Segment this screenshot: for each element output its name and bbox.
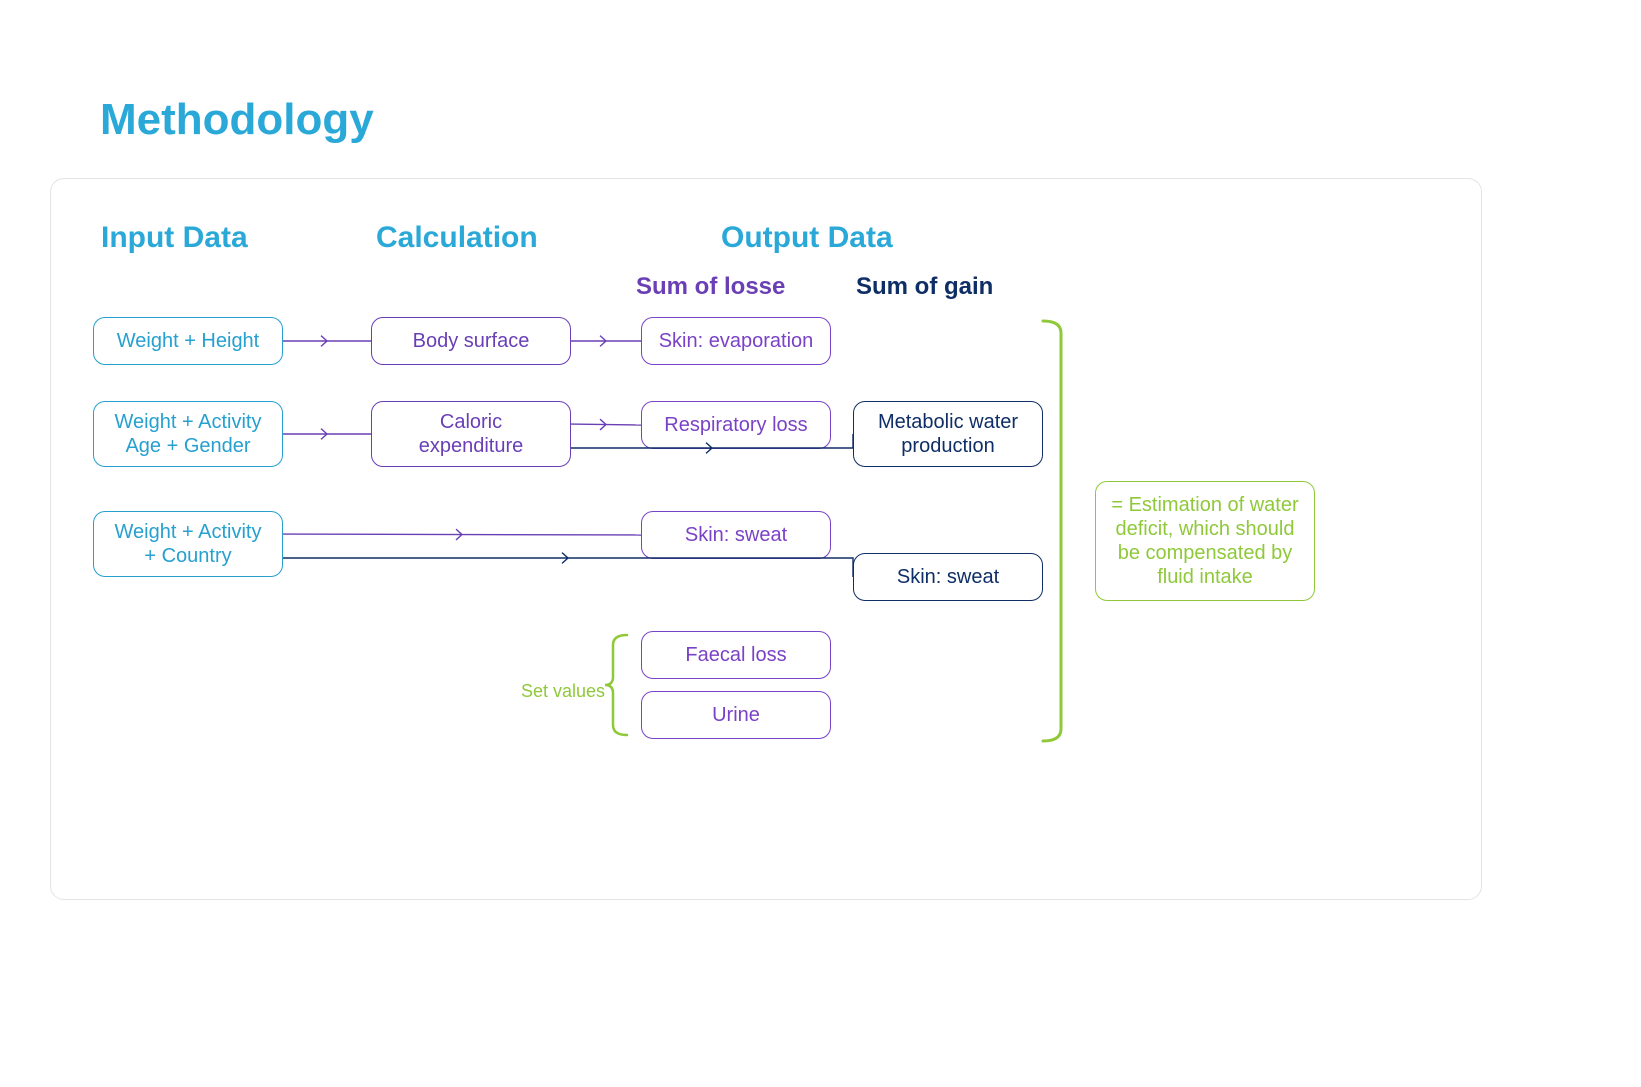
node-result-estimation: = Estimation of waterdeficit, which shou…	[1095, 481, 1315, 601]
page: Methodology Input Data Calculation Outpu…	[0, 0, 1641, 1087]
node-calc-caloric-expenditure: Caloricexpenditure	[371, 401, 571, 467]
heading-output: Output Data	[721, 221, 893, 255]
heading-calc: Calculation	[376, 221, 538, 255]
node-loss-urine: Urine	[641, 691, 831, 739]
node-loss-skin-sweat: Skin: sweat	[641, 511, 831, 559]
node-loss-skin-evaporation: Skin: evaporation	[641, 317, 831, 365]
node-calc-body-surface: Body surface	[371, 317, 571, 365]
node-loss-faecal: Faecal loss	[641, 631, 831, 679]
node-gain-metabolic-water: Metabolic waterproduction	[853, 401, 1043, 467]
subhead-losses: Sum of losse	[636, 273, 785, 301]
node-loss-respiratory: Respiratory loss	[641, 401, 831, 449]
node-gain-skin-sweat: Skin: sweat	[853, 553, 1043, 601]
heading-input: Input Data	[101, 221, 248, 255]
node-input-weight-activity-country: Weight + Activity+ Country	[93, 511, 283, 577]
node-input-weight-height: Weight + Height	[93, 317, 283, 365]
diagram-panel: Input Data Calculation Output Data Sum o…	[50, 178, 1482, 900]
subhead-gains: Sum of gain	[856, 273, 993, 301]
page-title: Methodology	[100, 95, 374, 145]
node-input-weight-activity-age-gender: Weight + ActivityAge + Gender	[93, 401, 283, 467]
label-set-values: Set values	[521, 681, 605, 702]
